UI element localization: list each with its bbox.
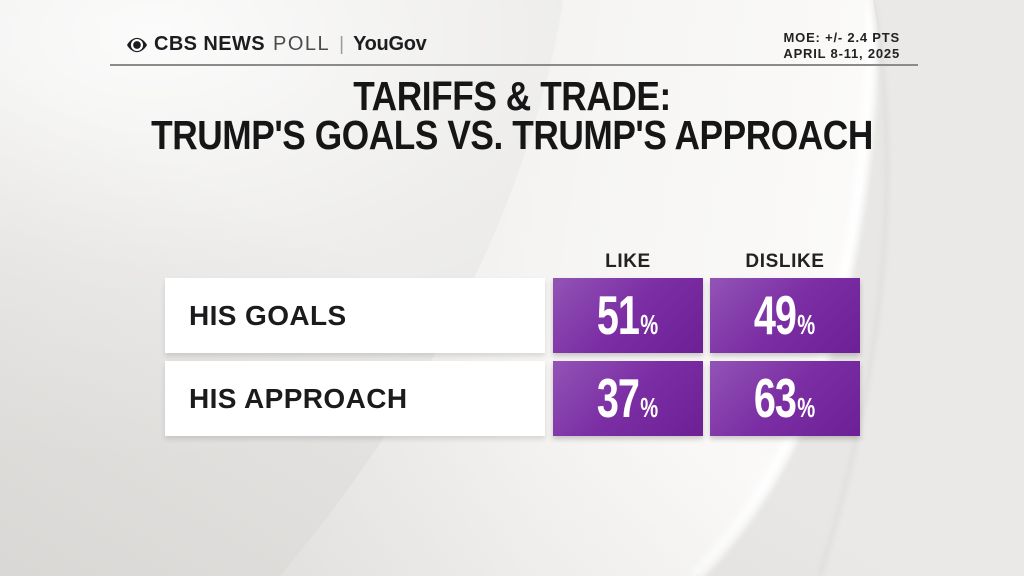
column-header-like: LIKE — [605, 251, 651, 272]
value-cell-goals-like: 51 % — [553, 278, 703, 353]
poll-dates: APRIL 8-11, 2025 — [783, 46, 900, 61]
title-line-1: TARIFFS & TRADE: — [353, 73, 671, 119]
brand-divider: | — [339, 33, 345, 55]
cbs-eye-icon — [127, 37, 147, 52]
row-label-his-goals: HIS GOALS — [165, 278, 545, 353]
margin-of-error: MOE: +/- 2.4 PTS — [783, 30, 900, 45]
brand-lockup: CBS NEWS POLL | YouGov — [126, 33, 427, 56]
percent-sign: % — [797, 392, 816, 423]
header-rule — [110, 64, 918, 66]
percent-sign: % — [640, 392, 659, 423]
value-approach-dislike: 63 % — [754, 367, 816, 429]
value-approach-like: 37 % — [597, 367, 659, 429]
column-header-dislike: DISLIKE — [745, 251, 825, 272]
value-goals-dislike: 49 % — [754, 284, 816, 346]
yougov-wordmark: YouGov — [353, 33, 427, 55]
page-title: TARIFFS & TRADE: TRUMP'S GOALS VS. TRUMP… — [0, 73, 1024, 158]
value-cell-approach-dislike: 63 % — [710, 361, 860, 436]
cbs-news-wordmark: CBS NEWS — [154, 33, 265, 55]
value-goals-like: 51 % — [597, 284, 659, 346]
percent-sign: % — [640, 309, 659, 340]
value-cell-goals-dislike: 49 % — [710, 278, 860, 353]
value-cell-approach-like: 37 % — [553, 361, 703, 436]
poll-wordmark: POLL — [272, 33, 331, 55]
percent-sign: % — [797, 309, 816, 340]
poll-meta: MOE: +/- 2.4 PTS APRIL 8-11, 2025 — [783, 30, 900, 62]
title-line-2: TRUMP'S GOALS VS. TRUMP'S APPROACH — [151, 112, 873, 158]
row-label-his-approach: HIS APPROACH — [165, 361, 545, 436]
